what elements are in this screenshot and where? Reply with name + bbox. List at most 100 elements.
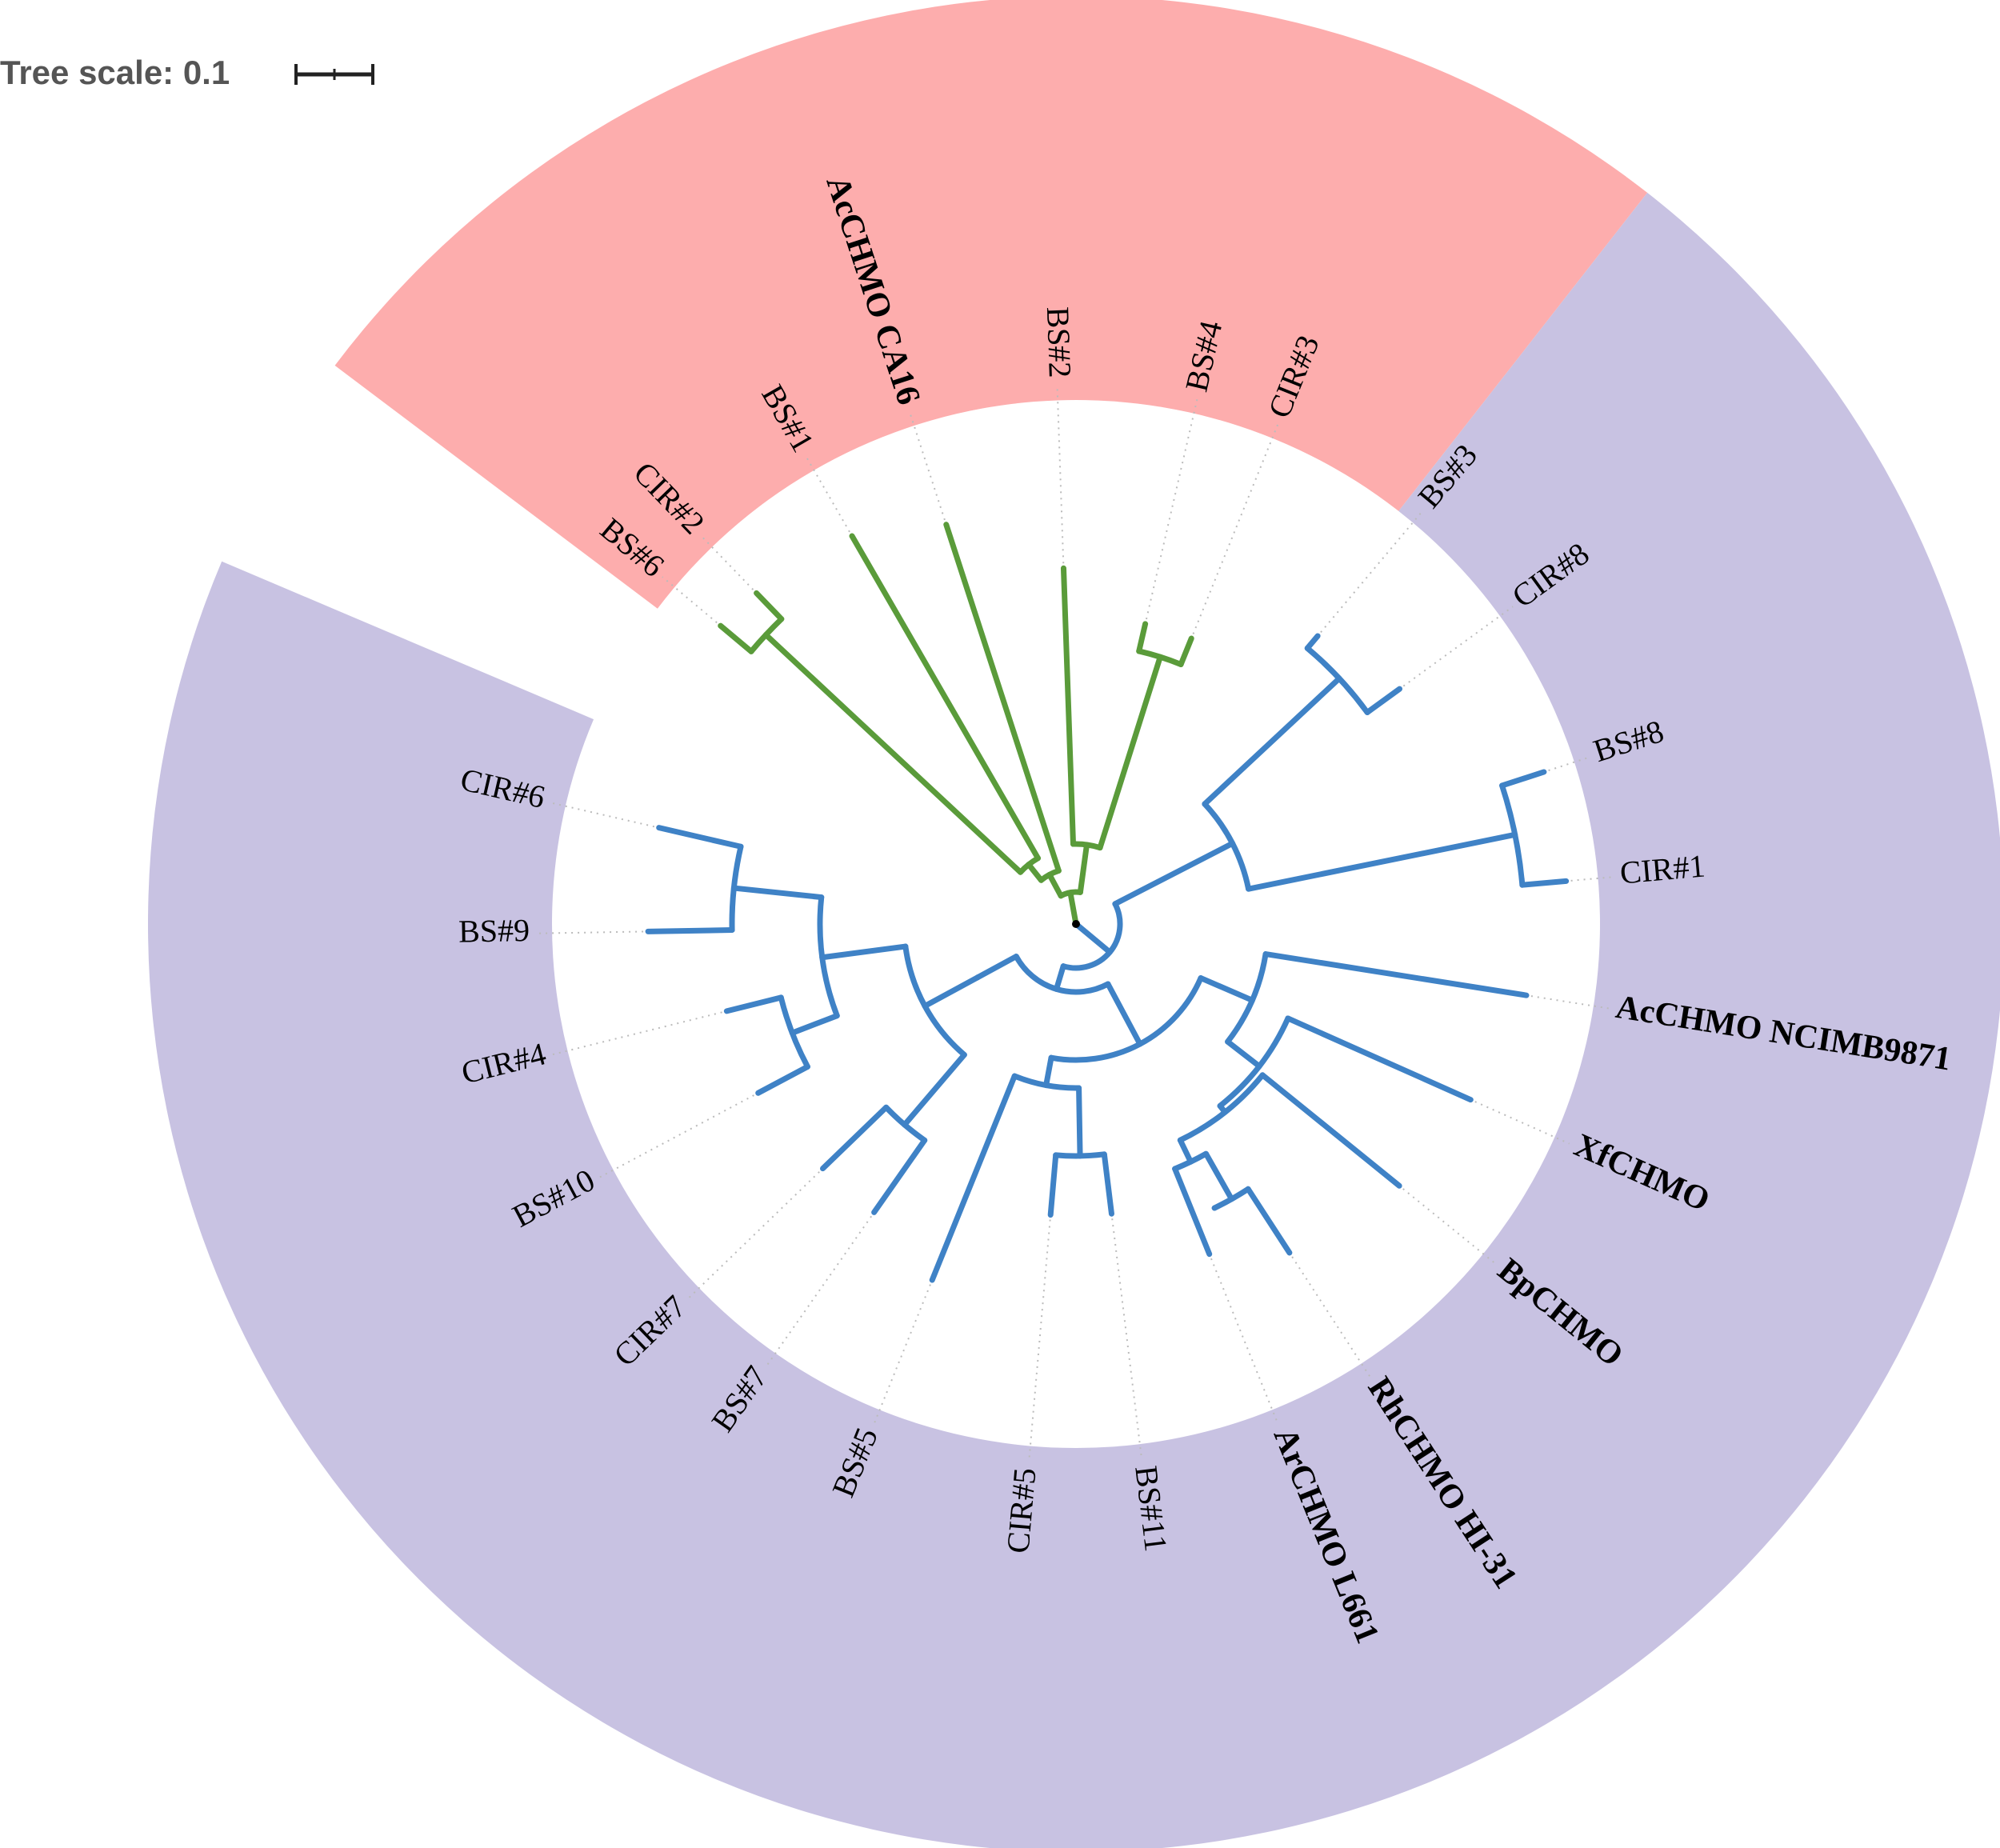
branch-nB2 xyxy=(1054,963,1066,992)
clade-b-ring-sector xyxy=(148,192,2000,1848)
branch-arc-nB xyxy=(1060,901,1123,971)
branch-cir4 xyxy=(723,994,784,1014)
branch-bs6 xyxy=(718,622,754,654)
branch-nB4c xyxy=(902,1051,967,1128)
branch-cir3 xyxy=(1178,635,1194,667)
branch-nB xyxy=(1073,921,1113,955)
branch-arc-nB3 xyxy=(1048,975,1204,1063)
leader-acca16 xyxy=(908,410,946,521)
branch-nA2 xyxy=(1077,842,1090,895)
branch-nB3b xyxy=(1043,1054,1054,1089)
branch-arc-nB4f xyxy=(729,843,744,933)
branch-cir2 xyxy=(754,590,785,622)
branch-nA1 xyxy=(1046,871,1064,899)
leader-bs2 xyxy=(1056,384,1065,564)
leader-cir7 xyxy=(686,1171,820,1300)
branch-nB3e xyxy=(1177,1137,1194,1165)
clade-background-ring xyxy=(148,0,2000,1848)
branch-arc-nB3d xyxy=(1177,1072,1266,1143)
branch-nB1 xyxy=(1112,840,1236,907)
branch-bs1 xyxy=(849,533,1041,862)
branch-cir8 xyxy=(1364,686,1403,715)
branch-cir5 xyxy=(1047,1152,1059,1218)
branch-arc-nB1a xyxy=(1304,645,1370,715)
leader-bs8 xyxy=(1548,756,1590,772)
tree-branches xyxy=(536,384,1614,1462)
leaf-label-bs9: BS#9 xyxy=(458,912,530,950)
leader-cir4 xyxy=(551,1011,722,1056)
branch-arc-nB4e xyxy=(778,994,810,1070)
branch-arc-nB4a xyxy=(902,943,967,1058)
branch-nB3a xyxy=(1198,975,1255,1003)
leader-bs9 xyxy=(536,930,644,934)
branch-arc-nB1 xyxy=(1202,801,1252,892)
leader-bs7 xyxy=(766,1215,873,1367)
branch-cir7 xyxy=(819,1104,890,1172)
branch-nB1b xyxy=(1246,831,1518,892)
leader-bs5 xyxy=(873,1284,931,1426)
branch-arc-nB3a xyxy=(1225,951,1269,1045)
branch-nB4d xyxy=(819,943,909,961)
branch-bs3 xyxy=(1304,633,1321,651)
leader-cir1 xyxy=(1570,876,1614,882)
branch-bp xyxy=(1259,1072,1402,1189)
branch-ar xyxy=(1172,1166,1213,1258)
branch-bs8 xyxy=(1499,769,1547,789)
tree-scale-label: Tree scale: 0.1 xyxy=(0,54,230,91)
branch-acncimb xyxy=(1262,951,1530,998)
branch-arc-nA xyxy=(1058,889,1083,899)
branch-cir1 xyxy=(1519,878,1570,888)
branch-acca16 xyxy=(943,522,1062,874)
branch-nB3f xyxy=(1202,1150,1235,1202)
branch-arc-nB3h xyxy=(1053,1151,1107,1159)
branch-bs7 xyxy=(871,1137,928,1215)
clade-a-ring-sector xyxy=(334,0,1648,609)
leader-xf xyxy=(1474,1101,1570,1145)
branch-nB4e xyxy=(789,1013,840,1036)
branch-rh xyxy=(1245,1186,1293,1256)
root-node xyxy=(1072,920,1080,928)
branch-arc-nB3b xyxy=(1011,1073,1082,1091)
branch-nB3 xyxy=(1105,981,1143,1047)
branch-arc-nB3c xyxy=(1217,1015,1291,1109)
leader-bs11 xyxy=(1111,1218,1143,1461)
branch-nB4f xyxy=(730,885,825,901)
branch-bs9 xyxy=(645,927,735,934)
leader-ar xyxy=(1210,1258,1279,1426)
branch-arc-nB2 xyxy=(1013,954,1111,995)
leaf-label-cir5: CIR#5 xyxy=(999,1466,1042,1554)
branch-nA xyxy=(1067,890,1079,927)
branch-cir6 xyxy=(656,825,744,850)
leader-bs10 xyxy=(598,1094,754,1178)
leader-cir5 xyxy=(1028,1219,1051,1462)
branch-nB4a xyxy=(922,974,981,1010)
leader-cir6 xyxy=(550,802,655,828)
branch-arc-nB4d xyxy=(817,894,840,1019)
branch-nB1a xyxy=(1202,675,1342,807)
branch-bs10 xyxy=(755,1063,810,1096)
leader-acncimb xyxy=(1530,995,1610,1010)
branch-bs5 xyxy=(929,1073,1018,1283)
leader-bs3 xyxy=(1320,510,1424,634)
leader-cir3 xyxy=(1192,422,1279,634)
leader-cir8 xyxy=(1402,606,1514,687)
branch-xf xyxy=(1285,1015,1474,1103)
branch-arc-nA2 xyxy=(1070,841,1103,851)
branch-nB3h xyxy=(1076,1085,1083,1159)
branch-nA1a xyxy=(1026,862,1044,883)
branch-arc-nB3f xyxy=(1211,1186,1251,1211)
tree-scale-legend: Tree scale: 0.1 xyxy=(0,54,374,91)
leader-rh xyxy=(1291,1256,1371,1378)
leader-bp xyxy=(1402,1188,1497,1265)
leaf-label-bs2: BS#2 xyxy=(1040,306,1078,378)
leader-bs4 xyxy=(1145,398,1198,620)
branch-nA2a xyxy=(1097,654,1163,851)
branch-nB4 xyxy=(974,954,1019,981)
branch-arc-nB1b xyxy=(1499,782,1526,888)
branch-bs2 xyxy=(1060,565,1077,847)
leaf-label-cir1: CIR#1 xyxy=(1618,847,1706,890)
branch-nB3c xyxy=(1225,1038,1262,1070)
branch-bs4 xyxy=(1136,621,1149,654)
branch-bs11 xyxy=(1101,1151,1114,1217)
